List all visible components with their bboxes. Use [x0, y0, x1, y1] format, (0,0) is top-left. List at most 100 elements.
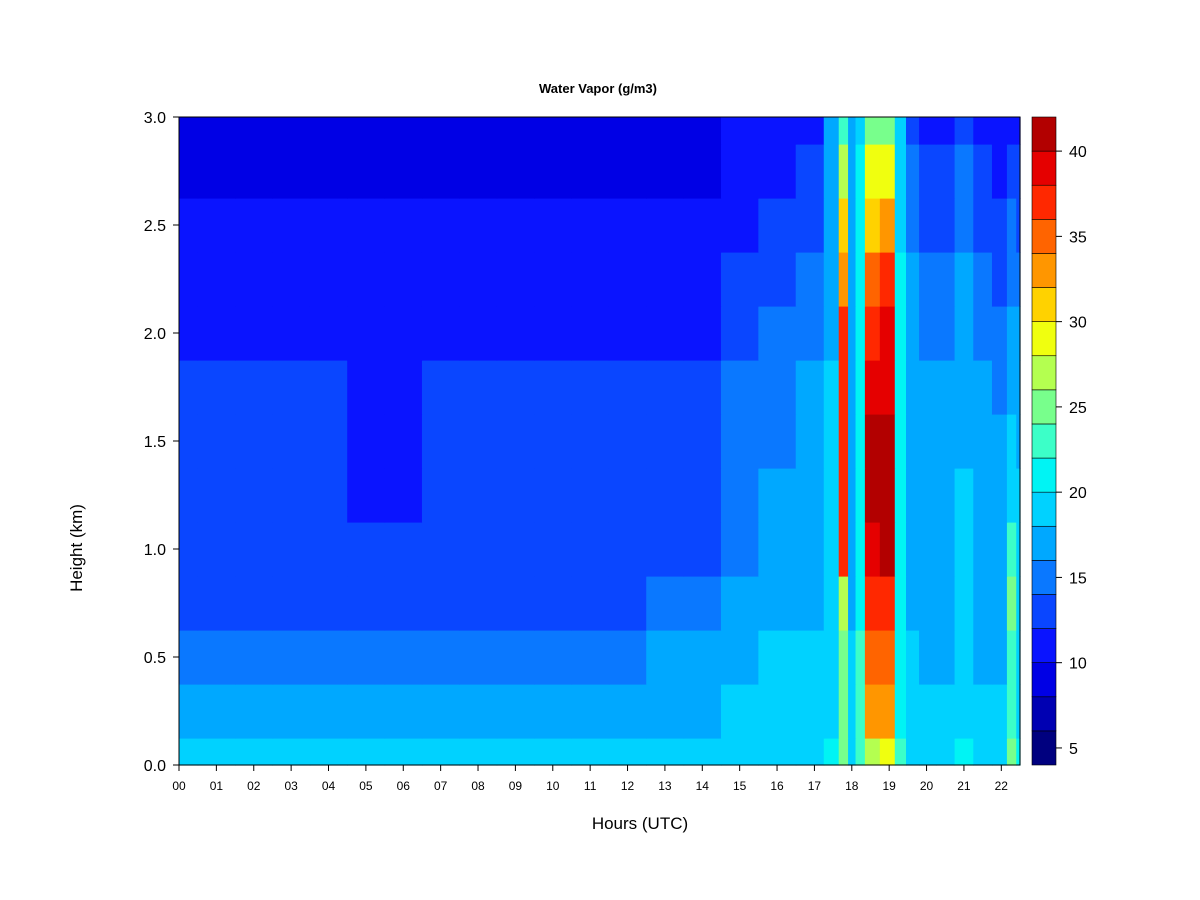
heatmap-cell	[855, 252, 866, 307]
heatmap-cell	[855, 306, 866, 361]
colorbar-tick-label: 35	[1069, 229, 1087, 246]
heatmap-cell	[608, 576, 647, 631]
heatmap-cell	[973, 252, 993, 307]
heatmap-cell	[496, 684, 535, 739]
heatmap-cell	[991, 630, 1008, 685]
heatmap-cell	[973, 576, 993, 631]
x-tick-label: 02	[247, 779, 261, 793]
heatmap-cell	[459, 198, 498, 253]
heatmap-cell	[347, 252, 386, 307]
heatmap-cell	[459, 360, 498, 415]
heatmap-cell	[758, 738, 797, 766]
heatmap-cell	[919, 630, 937, 685]
heatmap-cell	[235, 306, 274, 361]
heatmap-cell	[608, 738, 647, 766]
heatmap-cell	[197, 117, 236, 145]
heatmap-cell	[608, 306, 647, 361]
heatmap-cell	[720, 414, 759, 469]
heatmap-cell	[848, 117, 857, 145]
heatmap-cell	[991, 576, 1008, 631]
heatmap-cell	[935, 630, 956, 685]
heatmap-cell	[720, 306, 759, 361]
heatmap-cell	[683, 144, 722, 199]
heatmap-cell	[906, 414, 920, 469]
heatmap-cell	[235, 252, 274, 307]
heatmap-cell	[309, 738, 348, 766]
colorbar-swatch	[1031, 355, 1057, 391]
heatmap-cell	[1006, 117, 1017, 145]
x-tick-label: 13	[658, 779, 672, 793]
heatmap-cell	[683, 252, 722, 307]
heatmap-cell	[855, 198, 866, 253]
heatmap-cell	[179, 738, 199, 766]
heatmap-cell	[496, 306, 535, 361]
y-tick-label: 2.5	[144, 218, 166, 235]
heatmap-cell	[991, 198, 1008, 253]
heatmap-cell	[459, 576, 498, 631]
heatmap-cell	[421, 468, 460, 523]
heatmap-cell	[272, 360, 311, 415]
heatmap-cell	[919, 252, 937, 307]
heatmap-cell	[973, 630, 993, 685]
heatmap-cell	[534, 117, 573, 145]
heatmap-cell	[795, 576, 825, 631]
heatmap-cell	[608, 468, 647, 523]
heatmap-cell	[197, 576, 236, 631]
heatmap-cell	[534, 576, 573, 631]
heatmap-cell	[197, 252, 236, 307]
heatmap-cell	[720, 684, 759, 739]
colorbar-tick-label: 20	[1069, 485, 1087, 502]
heatmap-cell	[496, 576, 535, 631]
heatmap-cell	[496, 738, 535, 766]
heatmap-cell	[879, 360, 896, 415]
heatmap-cell	[309, 522, 348, 577]
heatmap-cell	[421, 576, 460, 631]
x-tick-label: 10	[546, 779, 560, 793]
heatmap-cell	[459, 252, 498, 307]
heatmap-cell	[235, 414, 274, 469]
heatmap-cell	[954, 144, 974, 199]
heatmap-cell	[1006, 630, 1017, 685]
heatmap-cell	[919, 738, 937, 766]
heatmap-cell	[272, 198, 311, 253]
heatmap-cell	[1016, 414, 1021, 469]
heatmap-cell	[496, 144, 535, 199]
heatmap-cell	[720, 468, 759, 523]
heatmap-cell	[421, 630, 460, 685]
heatmap-cell	[879, 522, 896, 577]
heatmap-cell	[683, 414, 722, 469]
heatmap-cell	[309, 117, 348, 145]
heatmap-cell	[848, 576, 857, 631]
heatmap-cell	[720, 738, 759, 766]
heatmap-cell	[919, 198, 937, 253]
heatmap-cell	[855, 522, 866, 577]
heatmap-cell	[1006, 684, 1017, 739]
heatmap-cell	[459, 738, 498, 766]
heatmap-cell	[384, 198, 423, 253]
x-tick-label: 21	[957, 779, 971, 793]
heatmap-cell	[795, 198, 825, 253]
heatmap-cell	[571, 468, 610, 523]
heatmap-cell	[1006, 360, 1017, 415]
heatmap-cell	[906, 360, 920, 415]
colorbar-swatch	[1031, 321, 1057, 357]
heatmap-cell	[683, 630, 722, 685]
heatmap-cell	[848, 738, 857, 766]
heatmap-cell	[973, 684, 993, 739]
heatmap-cell	[823, 684, 840, 739]
heatmap-cell	[758, 117, 797, 145]
heatmap-cell	[919, 684, 937, 739]
heatmap-cell	[758, 684, 797, 739]
heatmap-cell	[496, 117, 535, 145]
heatmap-cell	[608, 117, 647, 145]
heatmap-cell	[838, 522, 849, 577]
heatmap-cell	[347, 198, 386, 253]
colorbar-swatch	[1031, 525, 1057, 561]
colorbar-swatch	[1031, 219, 1057, 254]
heatmap-cell	[496, 414, 535, 469]
heatmap-cell	[894, 468, 907, 523]
heatmap-cell	[309, 468, 348, 523]
heatmap-cell	[235, 468, 274, 523]
heatmap-cell	[855, 144, 866, 199]
heatmap-cell	[879, 117, 896, 145]
